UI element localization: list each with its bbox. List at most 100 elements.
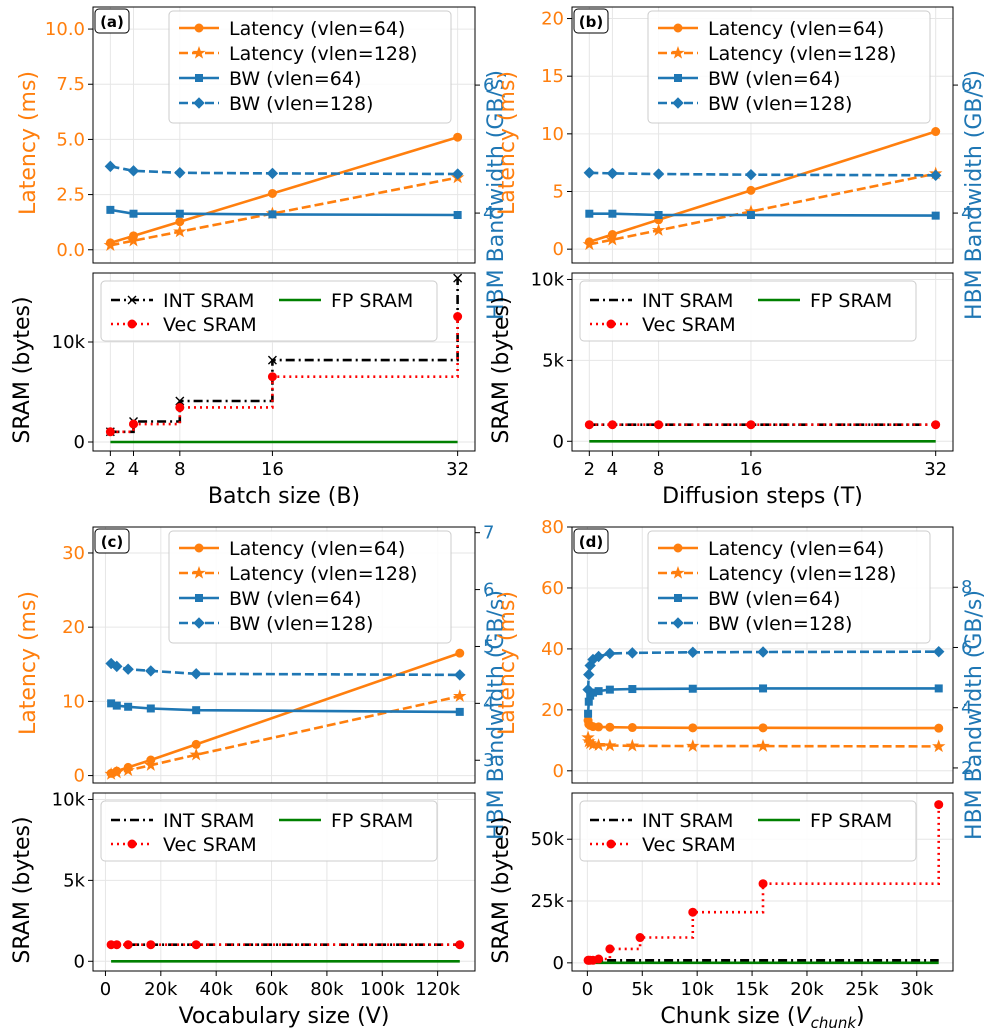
panel-label: (d) (579, 533, 603, 551)
data-point (455, 940, 465, 950)
data-point (129, 419, 139, 429)
legend-marker (192, 45, 206, 59)
x-tick-label: 20k (790, 979, 824, 1000)
series-line (589, 171, 936, 177)
legend-label: FP SRAM (810, 290, 892, 312)
data-point (266, 167, 279, 180)
x-axis-label-end: ) (856, 1004, 865, 1029)
panel-label: (c) (101, 533, 124, 551)
data-point (191, 739, 201, 749)
data-point (192, 706, 201, 715)
y-tick-label: 10k (52, 789, 86, 810)
legend-label: BW (vlen=128) (708, 613, 852, 635)
x-tick-label: 20k (144, 979, 178, 1000)
legend-label: Latency (vlen=64) (229, 538, 405, 560)
x-axis-label: Diffusion steps (T) (662, 484, 863, 509)
legend-marker (127, 295, 137, 305)
x-tick-label: 0 (100, 979, 111, 1000)
data-point (932, 739, 946, 753)
panel-label-box (573, 8, 609, 34)
data-point (103, 238, 118, 252)
series-line (110, 662, 460, 677)
y-tick-label: 10k (531, 269, 565, 290)
data-point (605, 685, 614, 694)
data-point (122, 663, 134, 675)
data-point (933, 645, 945, 658)
x-tick-label: 80k (310, 979, 344, 1000)
data-point (603, 738, 617, 752)
data-point (931, 420, 941, 430)
legend-marker (672, 617, 684, 629)
data-point (625, 738, 640, 752)
y-tick-label: 15 (541, 66, 564, 87)
legend-label: BW (vlen=64) (708, 588, 840, 610)
y2-tick-label: 6 (483, 75, 494, 96)
y2-tick-label: 4 (483, 203, 494, 224)
axes-frame (92, 792, 476, 972)
data-point (604, 647, 616, 660)
y-axis-label: Latency (ms) (495, 591, 520, 735)
y-tick-label: 30 (62, 543, 85, 564)
data-point (583, 167, 596, 179)
legend-marker (673, 23, 683, 33)
series-line (110, 165, 458, 176)
data-point (175, 209, 184, 218)
x-tick-label: 8 (174, 459, 185, 480)
data-point (585, 209, 594, 218)
legend-marker (195, 74, 203, 82)
data-point (687, 646, 699, 658)
data-point (758, 723, 768, 733)
y2-tick-label: 6 (483, 580, 494, 601)
chart-panel: 0 10 20 30 3 4 5 6 7 Latency (ms) HBM Bandwidth (G… (10, 523, 509, 1029)
y-tick-label: 0 (553, 953, 564, 974)
data-point (145, 665, 157, 677)
data-point (688, 907, 698, 917)
data-point (189, 747, 203, 761)
series-line (110, 135, 458, 245)
data-point (112, 701, 121, 710)
data-point (746, 211, 755, 219)
data-point (746, 185, 756, 195)
legend-marker (194, 543, 204, 553)
x-tick-label: 10k (681, 979, 715, 1000)
legend-label: INT SRAM (642, 290, 733, 312)
legend-marker (674, 74, 682, 82)
x-tick-label: 40k (200, 979, 234, 1000)
data-point (605, 944, 615, 954)
y2-axis-label: HBM Bandwidth (GB/s) (962, 70, 987, 320)
legend-marker (673, 543, 683, 553)
data-point (607, 420, 617, 430)
legend-label: BW (vlen=64) (229, 588, 361, 610)
data-point (104, 160, 117, 173)
y-tick-label: 10k (52, 332, 86, 353)
data-point (686, 739, 700, 752)
x-tick-label: 5k (631, 979, 653, 1000)
panel-label: (a) (100, 13, 124, 31)
legend-label: BW (vlen=128) (708, 93, 852, 115)
data-point (453, 211, 462, 219)
y-tick-label: 20 (541, 700, 564, 721)
x-axis-label-sub: chunk (811, 1014, 858, 1029)
data-point (268, 210, 277, 219)
legend-label: INT SRAM (163, 290, 254, 312)
data-point (934, 800, 944, 810)
y-axis-label: SRAM (bytes) (10, 296, 35, 443)
legend-box (579, 800, 917, 862)
y-tick-label: 5.0 (56, 129, 85, 150)
legend-marker (606, 839, 616, 849)
panel-label-box (94, 528, 130, 554)
series-line (110, 316, 459, 434)
axes-frame (571, 6, 954, 264)
y-tick-label: 10 (62, 691, 85, 712)
data-point (934, 723, 944, 733)
y2-axis-label: HBM Bandwidth (GB/s) (484, 70, 509, 320)
y-axis-label: Latency (ms) (16, 591, 41, 735)
data-point (627, 723, 637, 733)
x-tick-label: 16 (261, 459, 284, 480)
y-tick-label: 0 (553, 761, 564, 782)
legend-marker (127, 319, 137, 329)
data-point (146, 704, 155, 713)
data-point (582, 683, 594, 696)
data-point (173, 224, 187, 238)
